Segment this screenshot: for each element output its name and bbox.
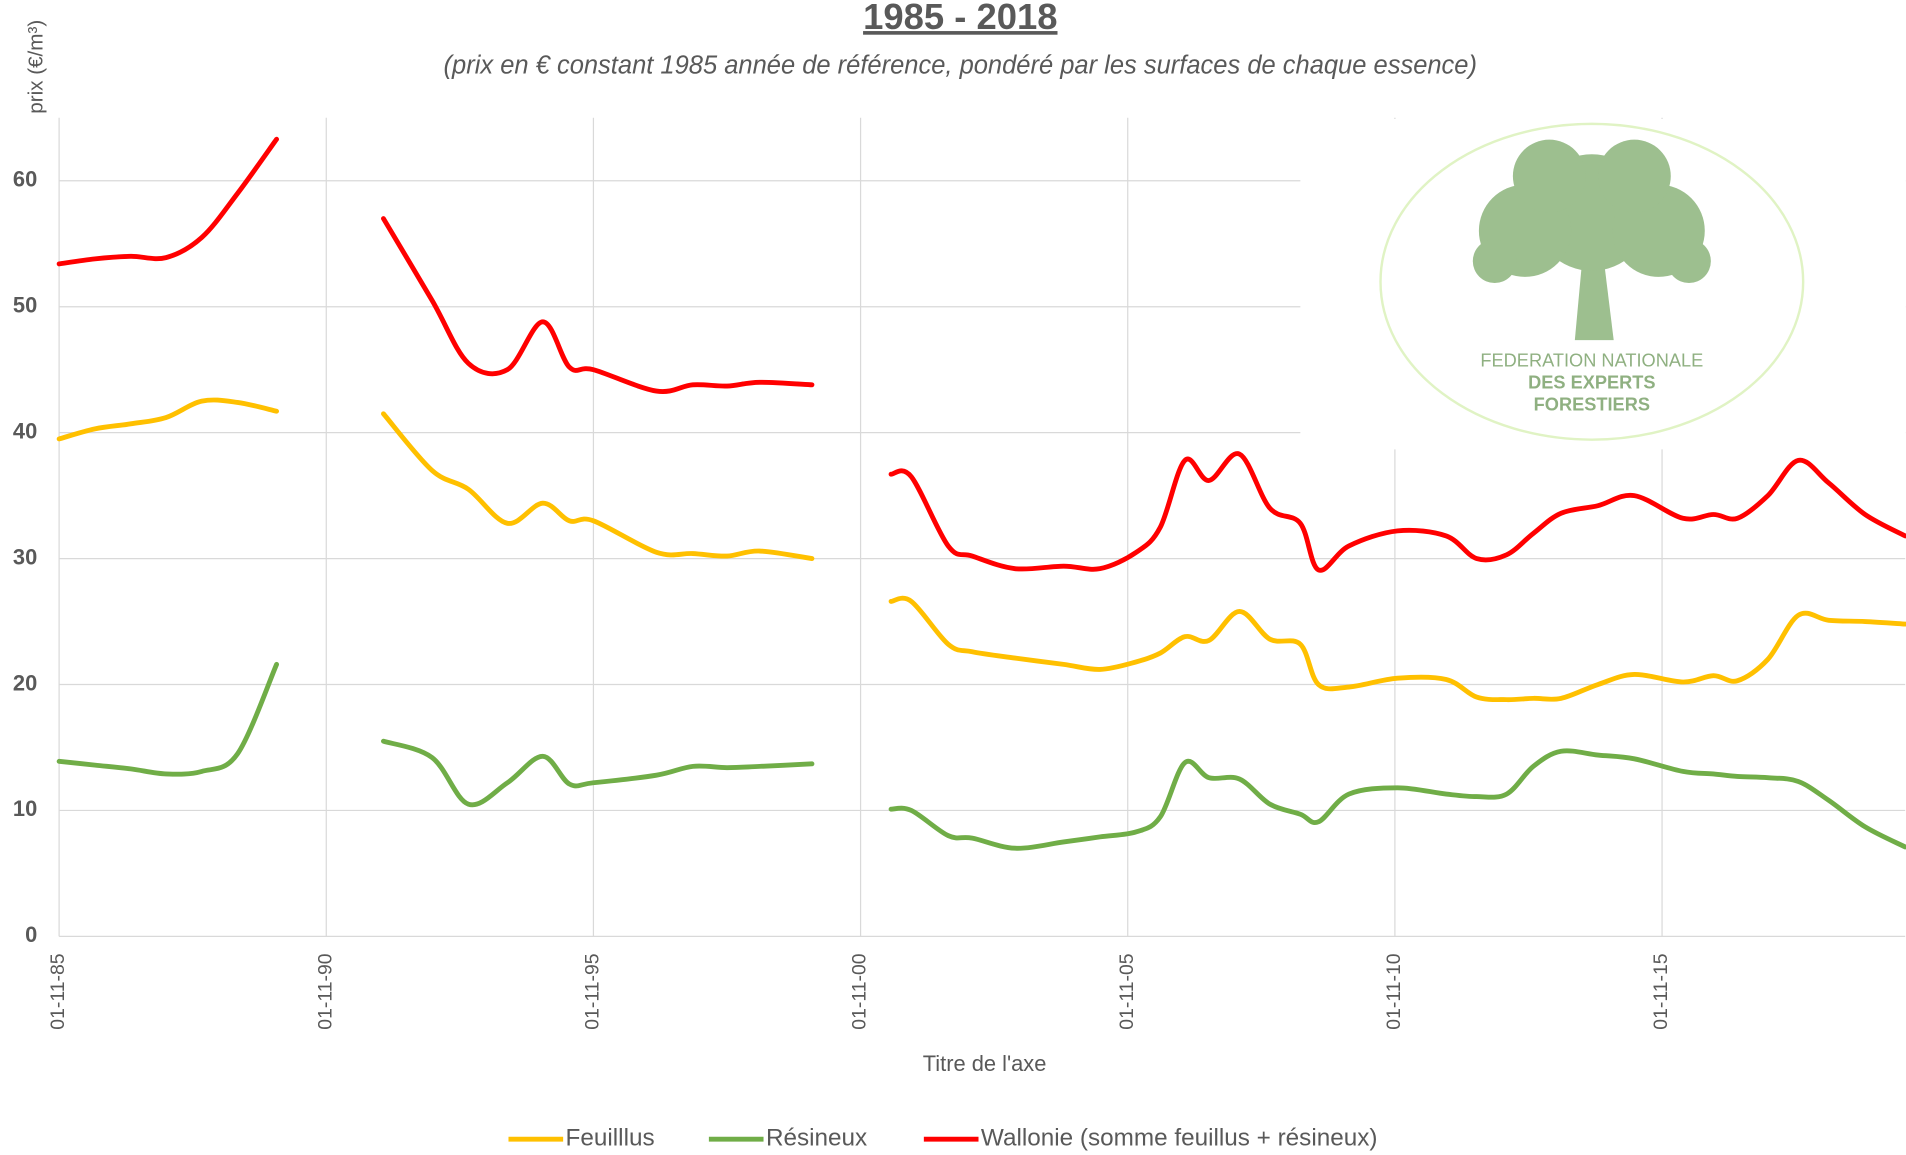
x-tick-label: 01-11-00 [849,953,871,1030]
y-tick-label: 20 [13,670,37,695]
x-tick-label: 01-11-10 [1383,953,1405,1030]
y-axis-label: prix (€/m³) [25,20,48,114]
x-tick-label: 01-11-85 [47,953,69,1029]
x-tick-label: 01-11-90 [314,953,336,1030]
series-line [56,136,1906,573]
y-tick-label: 30 [13,544,37,569]
logo-text: FEDERATION NATIONALE [1480,351,1703,371]
logo-ring [1379,122,1805,441]
logo-crown [1472,139,1711,283]
series-line [56,661,1906,851]
logo-trunk [1574,261,1614,341]
logo: FEDERATION NATIONALE DES EXPERTS FORESTI… [1300,119,1906,450]
x-tick-label: 01-11-15 [1650,953,1672,1029]
y-tick-label: 40 [13,418,37,443]
chart-title: 1985 - 2018 [863,0,1057,37]
chart-subtitle: (prix en € constant 1985 année de référe… [444,52,1477,80]
y-tick-label: 0 [25,922,37,947]
logo-text: DES EXPERTS [1528,373,1655,393]
x-axis-label: Titre de l'axe [923,1051,1047,1076]
series-line [56,397,1906,703]
x-tick-label: 01-11-05 [1116,953,1138,1029]
legend-label: Résineux [766,1125,867,1152]
logo-text: FORESTIERS [1534,394,1650,414]
x-tick-label: 01-11-95 [582,953,604,1029]
legend-label: Wallonie (somme feuillus + résineux) [981,1125,1378,1152]
legend-label: Feuilllus [566,1125,655,1152]
y-tick-label: 60 [13,167,37,192]
y-tick-label: 10 [13,796,37,821]
y-tick-label: 50 [13,292,37,317]
